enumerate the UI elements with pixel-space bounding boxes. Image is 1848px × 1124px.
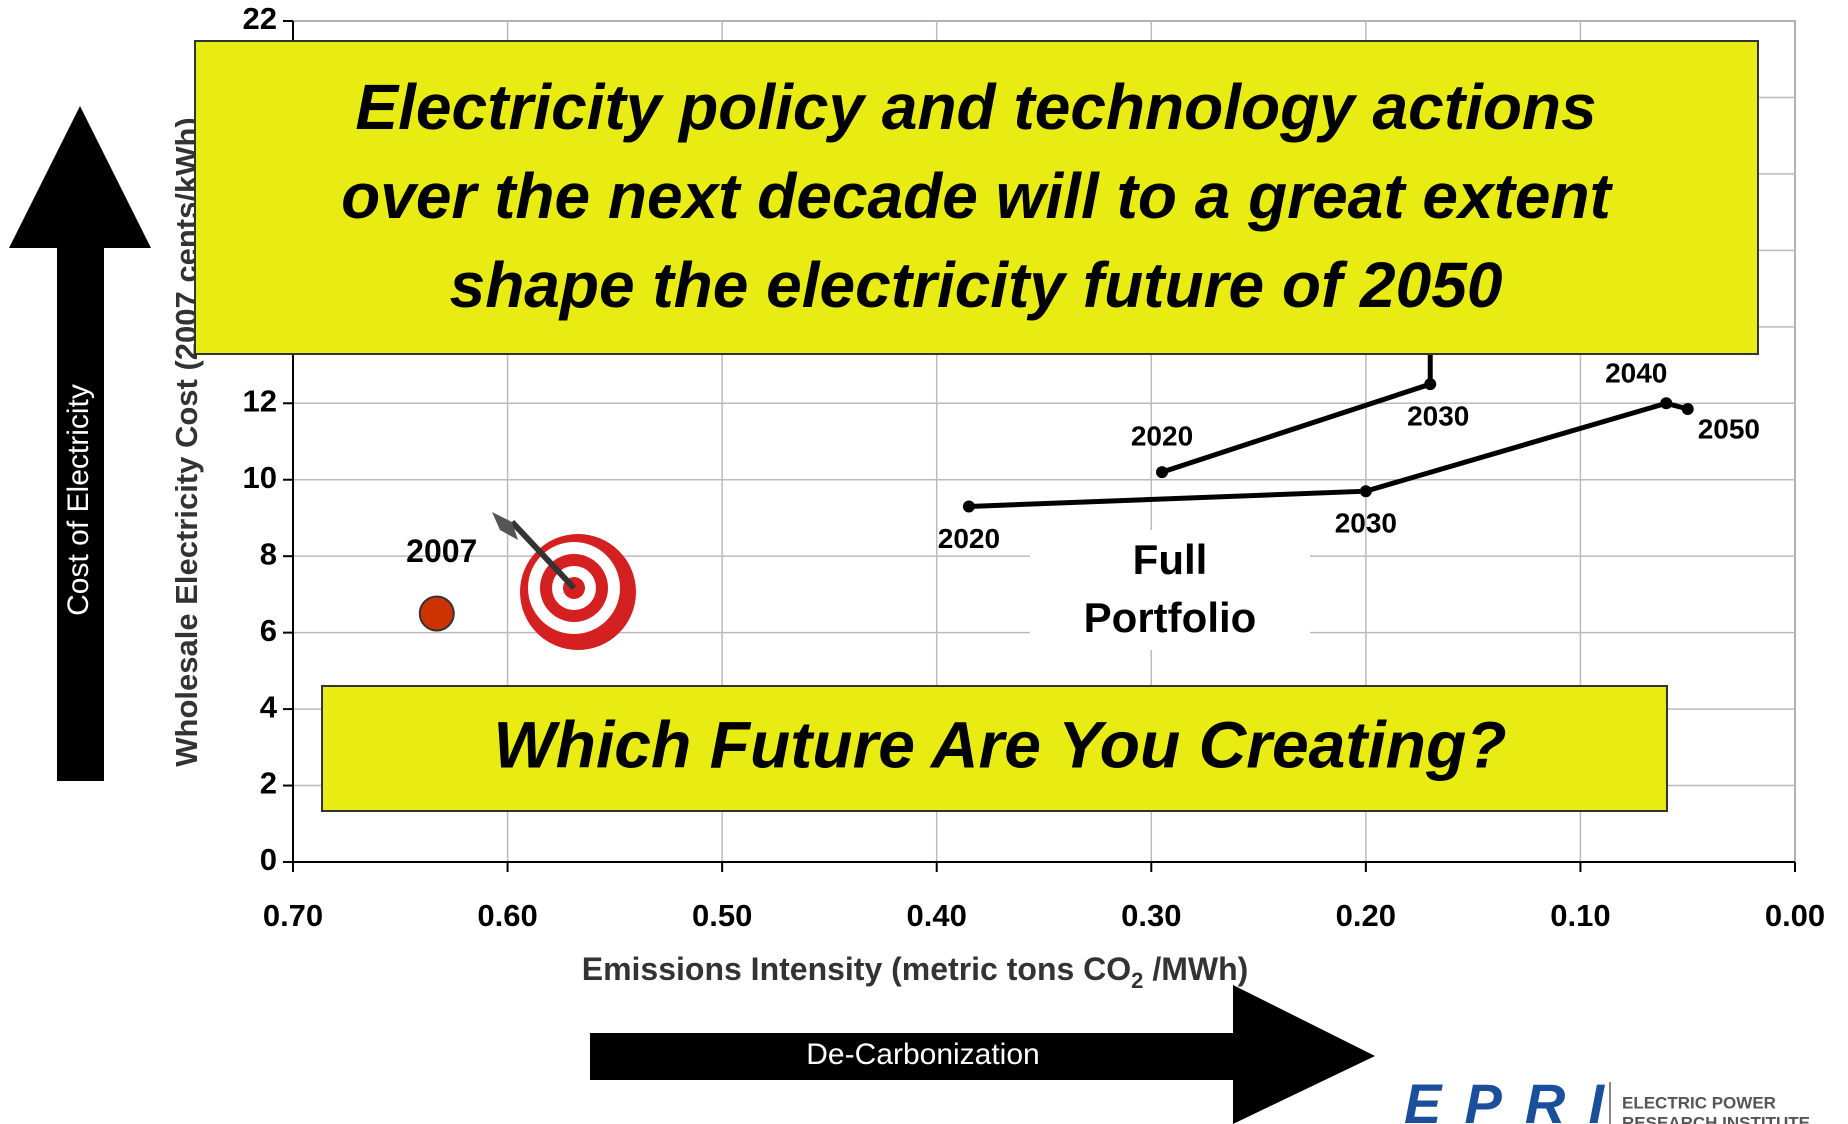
- point-label: 2020: [1131, 420, 1193, 451]
- data-point: [962, 500, 975, 513]
- data-point: [1660, 397, 1673, 410]
- point-label: 2040: [1605, 358, 1667, 389]
- y-tick-label: 6: [260, 613, 277, 648]
- annotation: Portfolio: [1084, 594, 1257, 641]
- data-point: [1156, 466, 1169, 479]
- y-tick-label: 8: [260, 536, 277, 571]
- logo-mark: EPRI: [1404, 1072, 1605, 1124]
- data-point: [1359, 485, 1372, 498]
- x-tick-label: 0.10: [1550, 898, 1610, 933]
- question-box: [321, 685, 1668, 812]
- y-tick-label: 4: [260, 689, 278, 724]
- point-label: 2050: [1698, 413, 1760, 444]
- point-label: 2020: [938, 523, 1000, 554]
- point-label: 2030: [1335, 508, 1397, 539]
- x-tick-label: 0.50: [692, 898, 752, 933]
- point-label: 2030: [1407, 401, 1469, 432]
- up-arrow: [9, 106, 151, 781]
- up-arrow-label: Cost of Electricity: [62, 384, 95, 616]
- data-point: [1681, 403, 1694, 416]
- right-arrow-label: De-Carbonization: [806, 1038, 1039, 1071]
- y-tick-label: 2: [260, 766, 277, 801]
- headline-box: [194, 40, 1759, 355]
- logo: EPRI ELECTRIC POWER RESEARCH INSTITUTE: [1404, 1072, 1810, 1124]
- x-axis-label: Emissions Intensity (metric tons CO2 /MW…: [582, 951, 1249, 992]
- x-tick-label: 0.30: [1121, 898, 1181, 933]
- y-tick-label: 0: [260, 842, 277, 877]
- x-tick-label: 0.00: [1765, 898, 1825, 933]
- annotation-bg: [1030, 530, 1310, 650]
- question: Which Future Are You Creating?: [493, 707, 1506, 781]
- series-line: [968, 400, 1689, 509]
- x-tick-label: 0.20: [1336, 898, 1396, 933]
- headline-line: shape the electricity future of 2050: [450, 249, 1503, 321]
- right-arrow: [590, 985, 1375, 1124]
- reference-label: 2007: [406, 533, 477, 569]
- y-tick-label: 22: [243, 1, 277, 36]
- headline-line: Electricity policy and technology action…: [355, 71, 1596, 143]
- reference-point: [418, 595, 455, 632]
- y-tick-label: 12: [243, 383, 277, 418]
- logo-name: RESEARCH INSTITUTE: [1622, 1113, 1810, 1124]
- logo-name: ELECTRIC POWER: [1622, 1093, 1776, 1112]
- annotation: Full: [1133, 536, 1208, 583]
- x-tick-label: 0.40: [907, 898, 967, 933]
- target-icon: [492, 512, 636, 650]
- headline-line: over the next decade will to a great ext…: [341, 160, 1613, 232]
- x-tick-label: 0.70: [263, 898, 323, 933]
- x-tick-label: 0.60: [477, 898, 537, 933]
- data-point: [1424, 378, 1437, 391]
- y-tick-label: 10: [243, 460, 277, 495]
